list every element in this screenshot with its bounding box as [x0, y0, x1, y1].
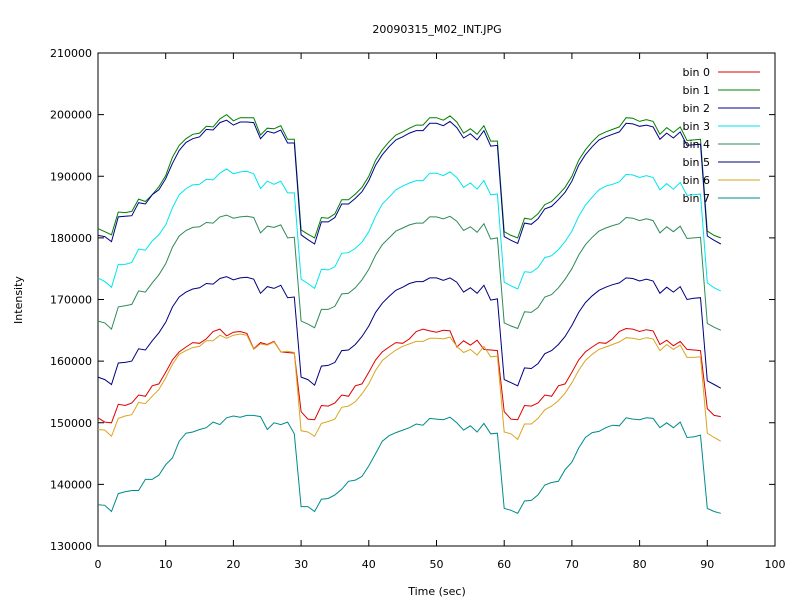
legend-label: bin 4 [682, 138, 710, 151]
legend-label: bin 6 [682, 174, 710, 187]
y-tick-label: 210000 [50, 47, 92, 60]
series-line-bin-1 [97, 113, 721, 239]
x-tick-label: 90 [700, 558, 714, 571]
series-line-bin-6 [97, 333, 722, 442]
y-tick-label: 150000 [50, 417, 92, 430]
legend-label: bin 5 [682, 156, 710, 169]
series-line-bin-7 [97, 414, 721, 514]
x-tick-label: 60 [497, 558, 511, 571]
series-layer [97, 113, 722, 514]
series-line-bin-2 [97, 119, 722, 245]
y-tick-label: 170000 [50, 294, 92, 307]
y-tick-label: 130000 [50, 540, 92, 553]
legend-label: bin 2 [682, 102, 710, 115]
y-axis: 130000 140000 150000 160000 170000 180000 1900… [50, 47, 775, 553]
plot-border [97, 52, 776, 547]
x-tick-label: 80 [633, 558, 647, 571]
legend: bin 0 bin 1 bin 2 bin 3 bin 4 bin 5 bin 6 bin 7 [682, 66, 760, 205]
x-tick-label: 30 [294, 558, 308, 571]
x-tick-label: 20 [226, 558, 240, 571]
legend-label: bin 1 [682, 84, 710, 97]
legend-label: bin 3 [682, 120, 710, 133]
y-tick-label: 200000 [50, 109, 92, 122]
x-tick-label: 0 [95, 558, 102, 571]
legend-label: bin 7 [682, 192, 710, 205]
chart-title: 20090315_M02_INT.JPG [372, 23, 501, 36]
y-tick-label: 160000 [50, 355, 92, 368]
y-tick-label: 190000 [50, 170, 92, 183]
plot-frame [97, 52, 776, 547]
x-tick-label: 10 [159, 558, 173, 571]
y-tick-label: 140000 [50, 478, 92, 491]
y-tick-label: 180000 [50, 232, 92, 245]
x-axis: 0 10 20 30 40 50 60 70 80 90 100 [95, 53, 786, 571]
x-axis-title: Time (sec) [407, 585, 466, 598]
series-line-bin-3 [97, 168, 722, 292]
x-tick-label: 70 [565, 558, 579, 571]
y-axis-title: Intensity [12, 276, 25, 324]
x-tick-label: 100 [765, 558, 786, 571]
x-tick-label: 50 [430, 558, 444, 571]
series-line-bin-5 [97, 276, 722, 389]
legend-label: bin 0 [682, 66, 710, 79]
x-tick-label: 40 [362, 558, 376, 571]
series-line-bin-4 [97, 214, 722, 331]
series-line-bin-0 [97, 327, 721, 424]
